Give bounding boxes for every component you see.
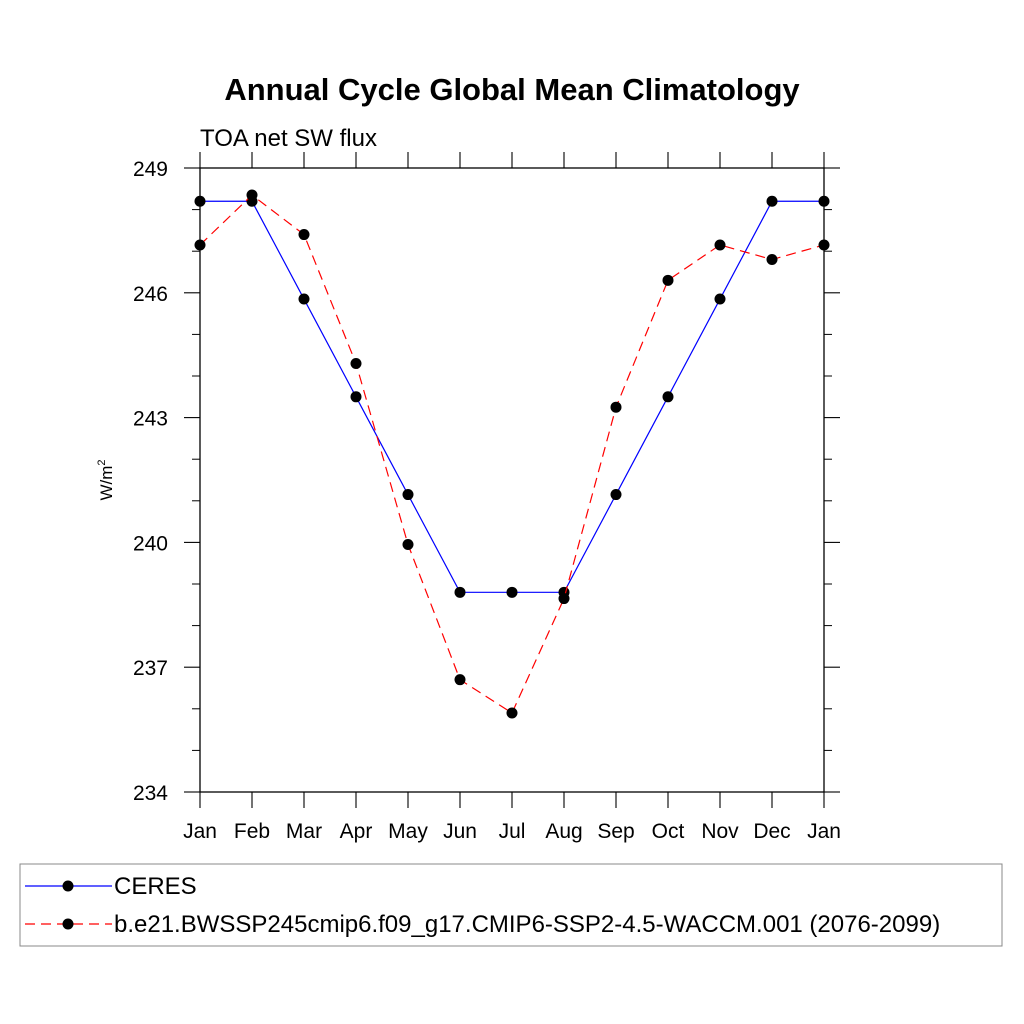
series-2 bbox=[194, 189, 830, 719]
data-point bbox=[766, 254, 778, 266]
data-point bbox=[558, 593, 570, 605]
legend-box bbox=[19, 863, 1003, 947]
data-point bbox=[350, 391, 362, 403]
x-tick-label: Oct bbox=[652, 820, 685, 843]
legend-entry: CERES bbox=[25, 873, 197, 900]
plot-area: Jan Feb Mar Apr May Jun Jul Aug Sep Oct Nov Dec Jan 2… bbox=[96, 152, 841, 843]
x-tick-label: Aug bbox=[545, 820, 582, 843]
y-axis-label-superscript: 2 bbox=[96, 459, 108, 465]
y-axis-label-text: W/m bbox=[97, 466, 116, 501]
data-point bbox=[818, 195, 830, 207]
series-line bbox=[199, 194, 825, 714]
chart-title: Annual Cycle Global Mean Climatology bbox=[224, 72, 800, 107]
x-tick-label: Jan bbox=[183, 820, 217, 843]
x-tick-label: Sep bbox=[597, 820, 634, 843]
data-point bbox=[766, 195, 778, 207]
data-point bbox=[714, 239, 726, 251]
legend-entry: b.e21.BWSSP245cmip6.f09_g17.CMIP6-SSP2-4… bbox=[25, 911, 940, 938]
series-line bbox=[200, 200, 824, 593]
data-point bbox=[402, 538, 414, 550]
data-point bbox=[298, 229, 310, 241]
x-tick-label: Nov bbox=[701, 820, 739, 843]
chart-subtitle: TOA net SW flux bbox=[200, 125, 377, 152]
data-point bbox=[194, 239, 206, 251]
x-tick-label: Jan bbox=[807, 820, 841, 843]
legend: CERES b.e21.BWSSP245cmip6.f09_g17.CMIP6-S… bbox=[25, 873, 940, 938]
legend-marker bbox=[62, 918, 74, 930]
data-point bbox=[454, 674, 466, 686]
y-tick-label: 249 bbox=[133, 158, 168, 181]
data-point bbox=[506, 586, 518, 598]
data-point bbox=[610, 489, 622, 501]
data-point bbox=[662, 391, 674, 403]
x-tick-label: Mar bbox=[286, 820, 322, 843]
data-point bbox=[350, 358, 362, 370]
legend-label: b.e21.BWSSP245cmip6.f09_g17.CMIP6-SSP2-4… bbox=[114, 911, 940, 938]
plot-frame bbox=[199, 167, 825, 793]
x-tick-label: Jul bbox=[499, 820, 526, 843]
y-tick-label: 240 bbox=[133, 532, 168, 555]
series-1 bbox=[194, 195, 830, 598]
data-point bbox=[402, 489, 414, 501]
x-tick-label: Apr bbox=[340, 820, 373, 843]
data-point bbox=[194, 195, 206, 207]
series-layer bbox=[194, 189, 830, 719]
y-tick-label: 237 bbox=[133, 657, 168, 680]
y-tick-label: 234 bbox=[133, 782, 168, 805]
data-point bbox=[714, 293, 726, 305]
x-tick-label: Jun bbox=[443, 820, 477, 843]
x-tick-label: May bbox=[388, 820, 428, 843]
legend-marker bbox=[62, 880, 74, 892]
x-tick-label: Dec bbox=[753, 820, 790, 843]
x-tick-label: Feb bbox=[234, 820, 270, 843]
y-tick-label: 243 bbox=[133, 408, 168, 431]
data-point bbox=[298, 293, 310, 305]
data-point bbox=[454, 586, 466, 598]
data-point bbox=[818, 239, 830, 251]
data-point bbox=[506, 707, 518, 719]
y-axis-label: W/m2 bbox=[96, 459, 116, 500]
legend-label: CERES bbox=[114, 873, 197, 900]
data-point bbox=[246, 189, 258, 201]
y-tick-label: 246 bbox=[133, 283, 168, 306]
data-point bbox=[662, 274, 674, 286]
data-point bbox=[610, 401, 622, 413]
